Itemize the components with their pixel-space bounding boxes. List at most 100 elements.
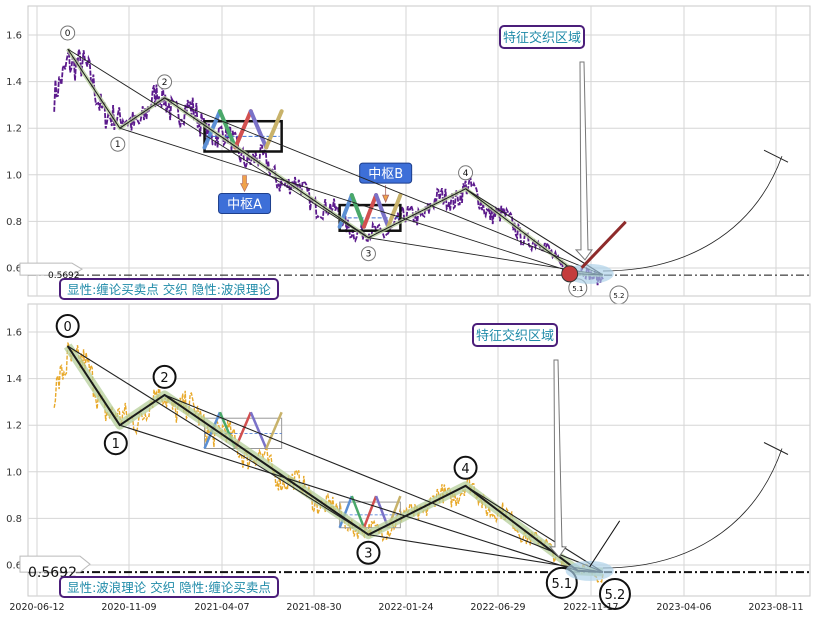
wave-point-marker <box>110 136 126 152</box>
legend-label: 显性:波浪理论 交织 隐性:缠论买卖点 <box>67 580 271 595</box>
wave-point-label: 5.2 <box>605 588 626 603</box>
annotation-box <box>472 323 558 347</box>
pivot-zigzag <box>361 193 379 229</box>
wave-point-marker <box>360 246 376 262</box>
x-tick-label: 2021-04-07 <box>194 602 249 613</box>
plot-area <box>27 303 811 597</box>
y-tick-label: 1.0 <box>6 467 22 478</box>
annotation-box <box>499 25 585 49</box>
x-tick-label: 2023-08-11 <box>748 602 803 613</box>
y-tick-label: 1.4 <box>6 77 22 88</box>
projection-curve <box>602 448 783 569</box>
wave-point-marker <box>356 540 381 565</box>
y-tick-label: 1.6 <box>6 31 22 42</box>
x-tick-label: 2022-01-24 <box>378 602 433 613</box>
pivot-zigzag <box>249 411 268 449</box>
trend-line <box>164 97 604 276</box>
wave-point-label: 0 <box>64 320 72 335</box>
pivot-label-box <box>359 162 413 184</box>
pivot-arrow <box>382 185 390 204</box>
panel-top: 0.6 0.8 1.0 1.2 1.4 1.6 0.5692 中枢A 中枢B 0 1 2 3 4 5.1 5.… <box>6 5 811 305</box>
trend-line <box>465 485 604 573</box>
price-line <box>53 342 604 584</box>
interweave-area <box>565 263 614 284</box>
y-tick-label: 1.4 <box>6 374 22 385</box>
x-tick-label: 2023-04-06 <box>656 602 711 613</box>
wave-point-label: 1 <box>112 437 120 452</box>
trend-line <box>164 394 604 573</box>
x-tick-label: 2020-11-09 <box>101 602 156 613</box>
y-tick-label: 1.0 <box>6 170 22 181</box>
annotation-label: 特征交织区域 <box>476 328 554 344</box>
reference-tag <box>19 555 91 573</box>
wave-point-marker <box>598 577 631 610</box>
interweave-area <box>565 560 614 581</box>
wave-point-label: 5.1 <box>551 577 572 592</box>
wave-point-label: 5.2 <box>613 292 624 300</box>
pivot-zigzag <box>265 411 283 449</box>
wave-point-label: 2 <box>160 371 168 386</box>
pivot-zigzag <box>264 109 284 150</box>
y-tick-label: 1.2 <box>6 421 22 432</box>
wave-point-label: 2 <box>162 78 168 88</box>
projection-curve <box>602 156 783 272</box>
legend-label: 显性:缠论买卖点 交织 隐性:波浪理论 <box>67 282 271 297</box>
pivot-zigzag <box>248 109 269 150</box>
trend-line <box>67 48 369 239</box>
signal-ray <box>589 520 621 568</box>
trend-line <box>119 424 578 572</box>
trend-line <box>368 534 604 573</box>
y-tick-label: 0.8 <box>6 514 22 525</box>
y-tick-label: 1.2 <box>6 124 22 135</box>
pivot-label: 中枢A <box>227 198 262 213</box>
x-tick-label: 2020-06-12 <box>9 602 64 613</box>
panel-bottom: 0.60.81.01.21.41.60.5692012345.15.2特征交织区… <box>6 303 811 613</box>
reference-tag <box>19 262 83 276</box>
pivot-label: 中枢B <box>368 167 403 182</box>
wave-point-label: 0 <box>65 29 71 39</box>
y-tick-label: 0.6 <box>6 561 22 572</box>
annotation-arrow <box>548 359 567 558</box>
legend-box <box>59 278 279 300</box>
y-tick-label: 1.6 <box>6 328 22 339</box>
annotation-label: 特征交织区域 <box>503 30 581 46</box>
trend-line <box>119 127 578 275</box>
wave-point-label: 1 <box>115 140 121 150</box>
x-tick-label: 2022-11-17 <box>563 602 618 613</box>
wave-point-marker <box>458 165 474 181</box>
trend-line <box>465 188 604 276</box>
pivot-zigzag <box>338 495 353 529</box>
wave-point-marker <box>152 364 177 389</box>
pivot-arrow <box>240 175 250 193</box>
projection-tip <box>763 149 789 163</box>
wave-point-label: 4 <box>461 462 469 477</box>
trend-line <box>67 345 369 536</box>
projection-tip <box>763 442 789 455</box>
annotation-arrow <box>574 61 593 261</box>
reference-label: 0.5692 <box>48 271 80 281</box>
y-tick-label: 0.8 <box>6 217 22 228</box>
pivot-zigzag <box>362 495 378 529</box>
signal-ray <box>580 220 627 269</box>
legend-box <box>59 576 279 598</box>
wave-point-label: 4 <box>463 169 469 179</box>
x-tick-label: 2022-06-29 <box>470 602 525 613</box>
plot-area <box>27 5 811 297</box>
wave-point-label: 3 <box>364 547 372 562</box>
pivot-zigzag <box>349 193 366 229</box>
pivot-zigzag <box>374 193 391 229</box>
pivot-label-box <box>218 193 272 214</box>
wave-point-label: 3 <box>366 250 372 260</box>
wave-point-marker <box>103 431 128 456</box>
wave-point-marker <box>55 313 80 338</box>
wave-point-marker <box>157 74 173 90</box>
pivot-zigzag <box>386 193 403 229</box>
x-tick-label: 2021-08-30 <box>286 602 341 613</box>
price-line <box>53 49 604 286</box>
signal-marker <box>561 265 579 283</box>
y-tick-label: 0.6 <box>6 264 22 275</box>
wave-point-marker <box>453 455 478 480</box>
pivot-zigzag <box>350 495 366 529</box>
